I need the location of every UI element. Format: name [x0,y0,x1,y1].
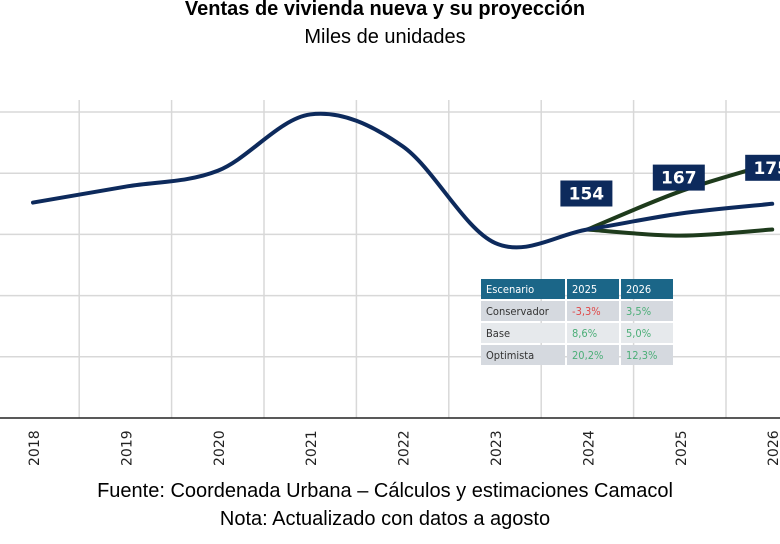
header-2026: 2026 [621,279,673,299]
data-label-box [652,164,705,191]
table-row: Conservador -3,3% 3,5% [481,301,673,321]
table-header: Escenario 2025 2026 [481,279,673,299]
value-2026: 12,3% [621,345,673,365]
row-name: Optimista [481,345,565,365]
scenario-table: Escenario 2025 2026 Conservador -3,3% 3,… [479,277,675,367]
row-name: Conservador [481,301,565,321]
header-scenario: Escenario [481,279,565,299]
value-2025: -3,3% [567,301,619,321]
x-tick-label: 2025 [674,430,690,466]
data-label-box [745,154,780,181]
table-row: Base 8,6% 5,0% [481,323,673,343]
series-line-0 [31,111,775,250]
x-tick-label: 2018 [27,430,43,466]
chart-title: Ventas de vivienda nueva y su proyección [184,0,586,20]
x-tick-label: 2022 [397,430,413,466]
series-line-2 [585,227,775,238]
table-row: Optimista 20,2% 12,3% [481,345,673,365]
value-2025: 8,6% [567,323,619,343]
value-2026: 5,0% [621,323,673,343]
data-label: 167 [661,169,697,189]
data-label: 154 [569,185,605,205]
update-note: Nota: Actualizado con datos a agosto [219,508,551,530]
x-tick-label: 2023 [489,430,505,466]
chart-subtitle: Miles de unidades [304,26,466,48]
x-tick-label: 2021 [304,430,320,466]
x-tick-label: 2024 [581,430,597,466]
data-label-box [560,180,613,207]
x-tick-label: 2020 [212,430,228,466]
data-label: 175 [753,159,780,179]
x-tick-label: 2019 [119,430,135,466]
source-note: Fuente: Coordenada Urbana – Cálculos y e… [97,480,673,502]
x-tick-label: 2026 [766,430,780,466]
header-2025: 2025 [567,279,619,299]
row-name: Base [481,323,565,343]
value-2026: 3,5% [621,301,673,321]
value-2025: 20,2% [567,345,619,365]
